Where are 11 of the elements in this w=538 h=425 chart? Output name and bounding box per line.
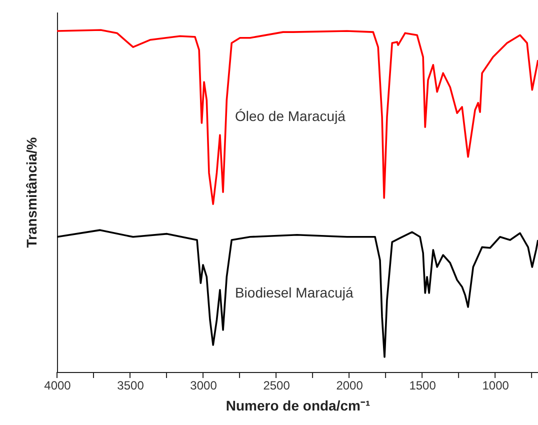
series-label: Biodiesel Maracujá: [234, 284, 354, 301]
x-tick-label: 3500: [117, 378, 144, 392]
x-tick-label: 3000: [190, 378, 218, 392]
x-tick-label: 1500: [409, 378, 436, 392]
x-tick-label: 2500: [263, 378, 290, 392]
y-axis-title: Transmitância/%: [24, 136, 40, 248]
x-tick-label: 4000: [44, 378, 72, 392]
x-tick-label: 1000: [482, 378, 510, 392]
x-tick-label: 2000: [336, 378, 364, 392]
series-label: Óleo de Maracujá: [234, 108, 346, 124]
x-axis-title: Numero de onda/cm⁻¹: [226, 398, 370, 414]
